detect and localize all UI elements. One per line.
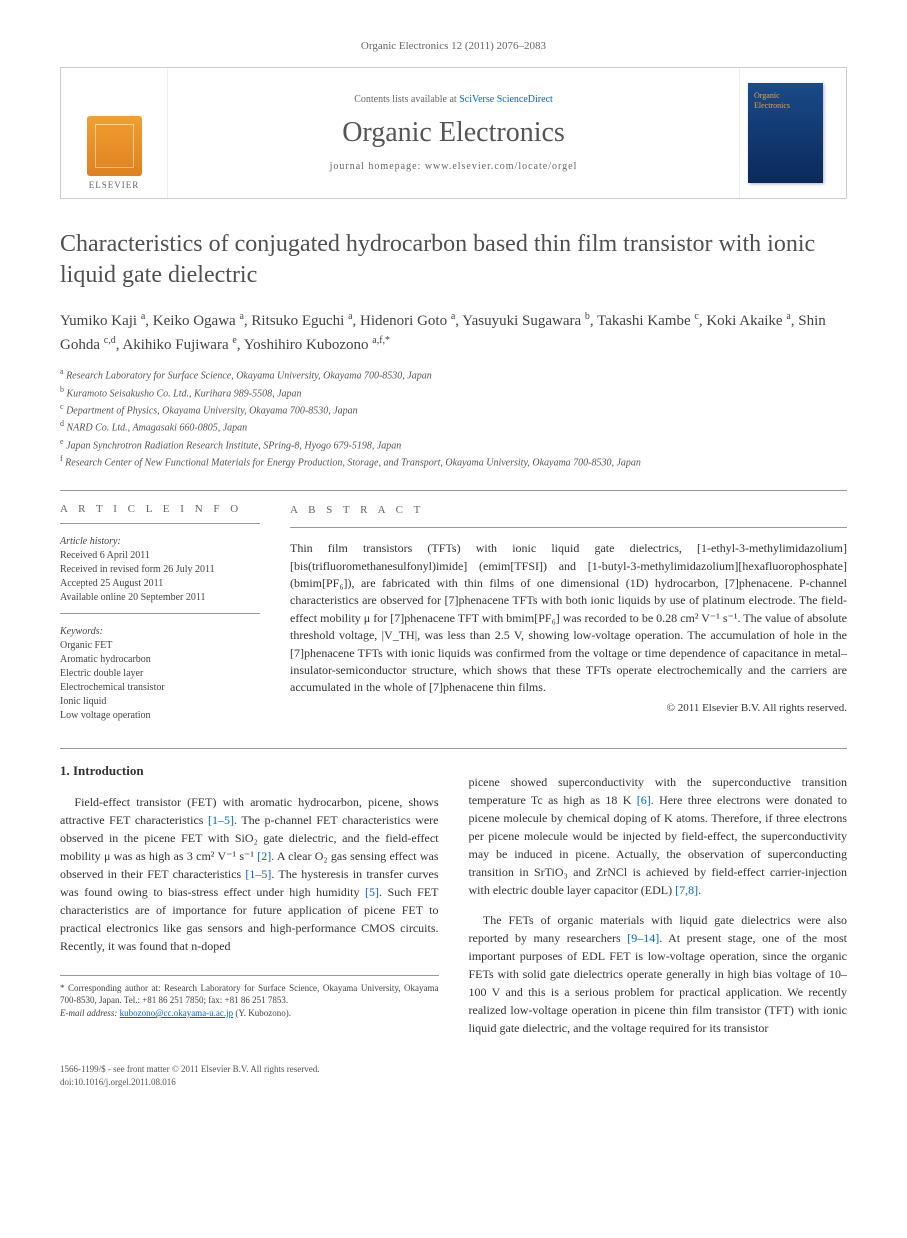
body-column-right: picene showed superconductivity with the…: [469, 761, 848, 1049]
contents-available-line: Contents lists available at SciVerse Sci…: [354, 94, 553, 105]
body-paragraph: picene showed superconductivity with the…: [469, 773, 848, 899]
header-citation: Organic Electronics 12 (2011) 2076–2083: [60, 40, 847, 52]
reference-link[interactable]: [5]: [365, 885, 379, 899]
doi-line: doi:10.1016/j.orgel.2011.08.016: [60, 1076, 847, 1089]
article-info-block: A R T I C L E I N F O Article history: R…: [60, 503, 260, 723]
body-paragraph: Field-effect transistor (FET) with aroma…: [60, 793, 439, 955]
journal-cover-block: OrganicElectronics: [740, 68, 846, 198]
author-list: Yumiko Kaji a, Keiko Ogawa a, Ritsuko Eg…: [60, 309, 847, 356]
history-line: Received in revised form 26 July 2011: [60, 563, 260, 577]
masthead-center: Contents lists available at SciVerse Sci…: [167, 68, 740, 198]
abstract-copyright: © 2011 Elsevier B.V. All rights reserved…: [290, 701, 847, 717]
separator-rule: [60, 613, 260, 614]
affiliation-line: e Japan Synchrotron Radiation Research I…: [60, 436, 847, 453]
keyword-line: Electrochemical transistor: [60, 681, 260, 695]
article-info-heading: A R T I C L E I N F O: [60, 503, 260, 515]
separator-rule: [60, 490, 847, 491]
front-matter-line: 1566-1199/$ - see front matter © 2011 El…: [60, 1063, 847, 1076]
keyword-line: Ionic liquid: [60, 695, 260, 709]
sciencedirect-link[interactable]: SciVerse ScienceDirect: [459, 94, 553, 105]
abstract-heading: A B S T R A C T: [290, 503, 847, 519]
reference-link[interactable]: [1–5]: [245, 867, 271, 881]
reference-link[interactable]: [7,8]: [675, 883, 698, 897]
corresponding-author-note: * Corresponding author at: Research Labo…: [60, 975, 439, 1020]
keyword-line: Organic FET: [60, 639, 260, 653]
history-line: Accepted 25 August 2011: [60, 577, 260, 591]
article-history-label: Article history:: [60, 536, 260, 547]
homepage-prefix: journal homepage:: [330, 161, 425, 172]
abstract-block: A B S T R A C T Thin film transistors (T…: [290, 503, 847, 723]
body-paragraph: The FETs of organic materials with liqui…: [469, 911, 848, 1037]
body-column-left: 1. Introduction Field-effect transistor …: [60, 761, 439, 1049]
separator-rule: [290, 527, 847, 528]
homepage-url: www.elsevier.com/locate/orgel: [425, 161, 578, 172]
affiliation-line: d NARD Co. Ltd., Amagasaki 660-0805, Jap…: [60, 418, 847, 435]
elsevier-tree-icon: [87, 116, 142, 176]
reference-link[interactable]: [9–14]: [627, 931, 659, 945]
doi-footer: 1566-1199/$ - see front matter © 2011 El…: [60, 1063, 847, 1088]
journal-cover-image: OrganicElectronics: [748, 83, 823, 183]
history-line: Received 6 April 2011: [60, 549, 260, 563]
affiliation-line: a Research Laboratory for Surface Scienc…: [60, 366, 847, 383]
affiliation-list: a Research Laboratory for Surface Scienc…: [60, 366, 847, 470]
reference-link[interactable]: [2]: [257, 849, 271, 863]
body-two-column: 1. Introduction Field-effect transistor …: [60, 761, 847, 1049]
reference-link[interactable]: [6]: [637, 793, 651, 807]
affiliation-line: f Research Center of New Functional Mate…: [60, 453, 847, 470]
publisher-name: ELSEVIER: [89, 180, 140, 190]
publisher-block: ELSEVIER: [61, 68, 167, 198]
email-line: E-mail address: kubozono@cc.okayama-u.ac…: [60, 1007, 439, 1020]
journal-cover-label: OrganicElectronics: [754, 91, 790, 110]
info-abstract-row: A R T I C L E I N F O Article history: R…: [60, 503, 847, 723]
separator-rule: [60, 523, 260, 524]
affiliation-line: c Department of Physics, Okayama Univers…: [60, 401, 847, 418]
article-history-list: Received 6 April 2011Received in revised…: [60, 549, 260, 605]
keyword-line: Aromatic hydrocarbon: [60, 653, 260, 667]
email-label: E-mail address:: [60, 1008, 120, 1018]
article-page: Organic Electronics 12 (2011) 2076–2083 …: [0, 0, 907, 1129]
keyword-line: Low voltage operation: [60, 709, 260, 723]
reference-link[interactable]: [1–5]: [208, 813, 234, 827]
keyword-line: Electric double layer: [60, 667, 260, 681]
email-suffix: (Y. Kubozono).: [233, 1008, 291, 1018]
journal-homepage-line: journal homepage: www.elsevier.com/locat…: [330, 161, 578, 172]
abstract-text: Thin film transistors (TFTs) with ionic …: [290, 540, 847, 697]
affiliation-line: b Kuramoto Seisakusho Co. Ltd., Kurihara…: [60, 384, 847, 401]
article-title: Characteristics of conjugated hydrocarbo…: [60, 229, 847, 291]
history-line: Available online 20 September 2011: [60, 591, 260, 605]
contents-prefix: Contents lists available at: [354, 94, 459, 105]
corresponding-text: * Corresponding author at: Research Labo…: [60, 982, 439, 1007]
journal-title: Organic Electronics: [342, 117, 565, 149]
keywords-label: Keywords:: [60, 626, 260, 637]
corresponding-email-link[interactable]: kubozono@cc.okayama-u.ac.jp: [120, 1008, 234, 1018]
section-1-heading: 1. Introduction: [60, 761, 439, 781]
separator-rule: [60, 748, 847, 749]
journal-masthead: ELSEVIER Contents lists available at Sci…: [60, 67, 847, 199]
keywords-list: Organic FETAromatic hydrocarbonElectric …: [60, 639, 260, 723]
